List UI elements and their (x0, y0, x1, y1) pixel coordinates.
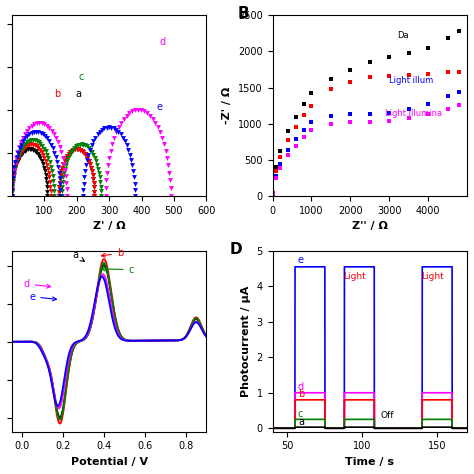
Text: B: B (237, 6, 249, 21)
Y-axis label: -Z' / Ω: -Z' / Ω (222, 87, 232, 124)
Text: e: e (156, 102, 162, 112)
Text: a: a (298, 417, 304, 427)
Text: b: b (54, 89, 60, 99)
Text: Light illumina: Light illumina (385, 109, 442, 118)
Text: Da: Da (397, 31, 409, 40)
Text: d: d (298, 382, 304, 392)
Text: b: b (298, 389, 304, 399)
X-axis label: Z' / Ω: Z' / Ω (93, 221, 126, 231)
X-axis label: Time / s: Time / s (345, 457, 394, 467)
Text: Light: Light (344, 272, 366, 281)
Text: b: b (101, 248, 123, 258)
Text: e: e (298, 255, 304, 265)
Text: Light illum: Light illum (389, 76, 434, 85)
Y-axis label: Photocurrent / μA: Photocurrent / μA (241, 286, 251, 397)
Text: a: a (72, 250, 84, 261)
X-axis label: Potential / V: Potential / V (71, 457, 147, 467)
Text: c: c (78, 72, 83, 82)
Text: c: c (298, 409, 303, 419)
Text: c: c (101, 264, 134, 274)
Text: a: a (75, 89, 81, 99)
X-axis label: Z'' / Ω: Z'' / Ω (352, 221, 388, 231)
Text: d: d (159, 37, 165, 47)
Text: D: D (230, 242, 242, 257)
Text: d: d (24, 279, 51, 289)
Text: e: e (29, 292, 56, 301)
Text: Off: Off (380, 411, 394, 420)
Text: Light: Light (421, 272, 444, 281)
